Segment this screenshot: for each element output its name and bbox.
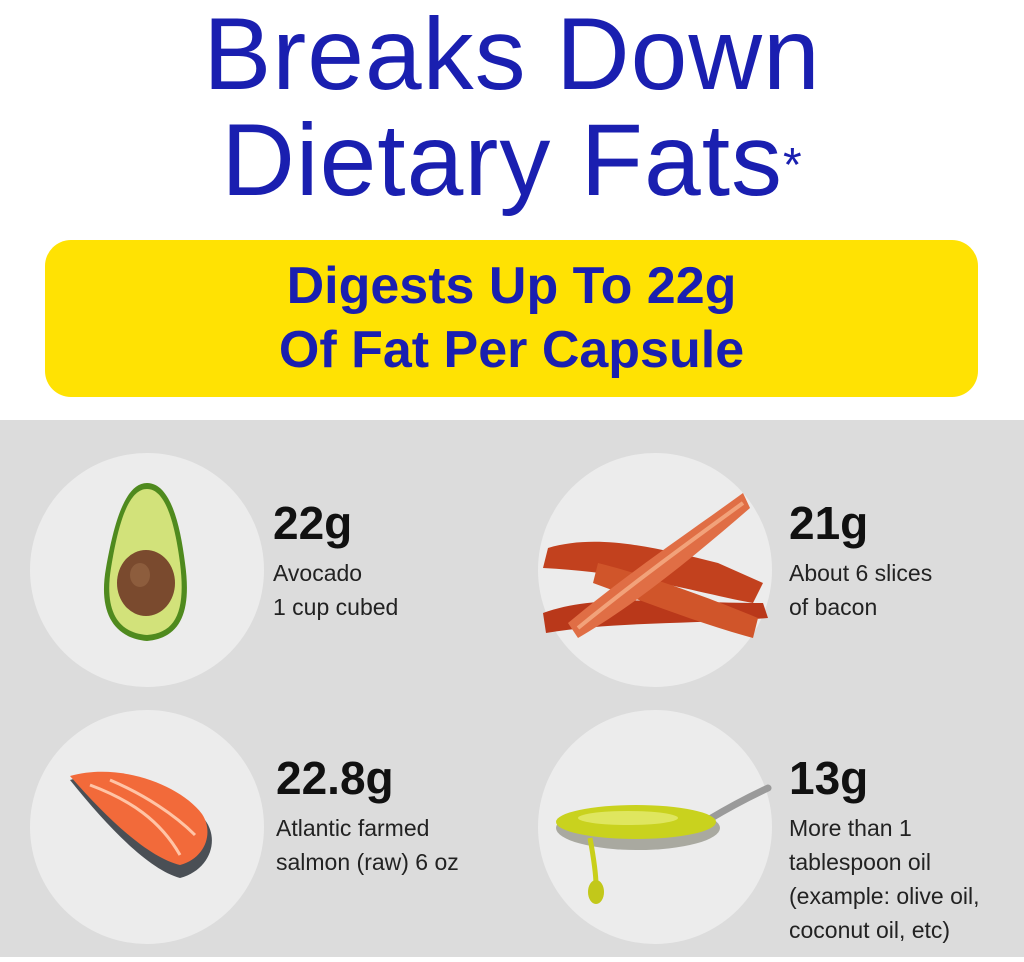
food-item-salmon: 22.8g Atlantic farmed salmon (raw) 6 oz (276, 753, 459, 879)
food-item-bacon: 21g About 6 slices of bacon (789, 498, 932, 624)
title-text: Dietary Fats (221, 103, 784, 217)
food-item-olive-oil: 13g More than 1 tablespoon oil (example: o… (789, 753, 979, 947)
title-line-1: Breaks Down (203, 0, 821, 111)
bacon-image (538, 453, 772, 687)
banner-amount: 22g (646, 257, 737, 315)
bacon-icon (543, 493, 768, 638)
asterisk: * (783, 139, 803, 192)
olive-oil-image (538, 710, 772, 944)
fat-amount: 22.8g (276, 752, 394, 804)
food-description: About 6 slices of bacon (789, 560, 933, 620)
food-description: More than 1 tablespoon oil (example: olive… (789, 815, 980, 943)
banner-line-1: Digests Up To 22g (45, 254, 978, 318)
banner-line-2: Of Fat Per Capsule (278, 321, 745, 379)
avocado-icon (103, 483, 187, 641)
avocado-image (30, 453, 264, 687)
food-description: Atlantic farmed salmon (raw) 6 oz (276, 815, 459, 875)
fat-amount: 13g (789, 752, 869, 804)
title-line-2: Dietary Fats* (0, 108, 1024, 212)
olive-oil-spoon-icon (556, 784, 772, 904)
salmon-image (30, 710, 264, 944)
banner-text: Digests Up To (286, 257, 647, 315)
food-item-avocado: 22g Avocado 1 cup cubed (273, 498, 398, 624)
fat-amount: 22g (273, 497, 353, 549)
foods-panel: 22g Avocado 1 cup cubed 21g About 6 slice… (0, 420, 1024, 957)
fat-amount: 21g (789, 497, 869, 549)
salmon-icon (70, 771, 212, 878)
fat-digest-banner: Digests Up To 22g Of Fat Per Capsule (45, 240, 978, 397)
food-description: Avocado 1 cup cubed (273, 560, 399, 620)
